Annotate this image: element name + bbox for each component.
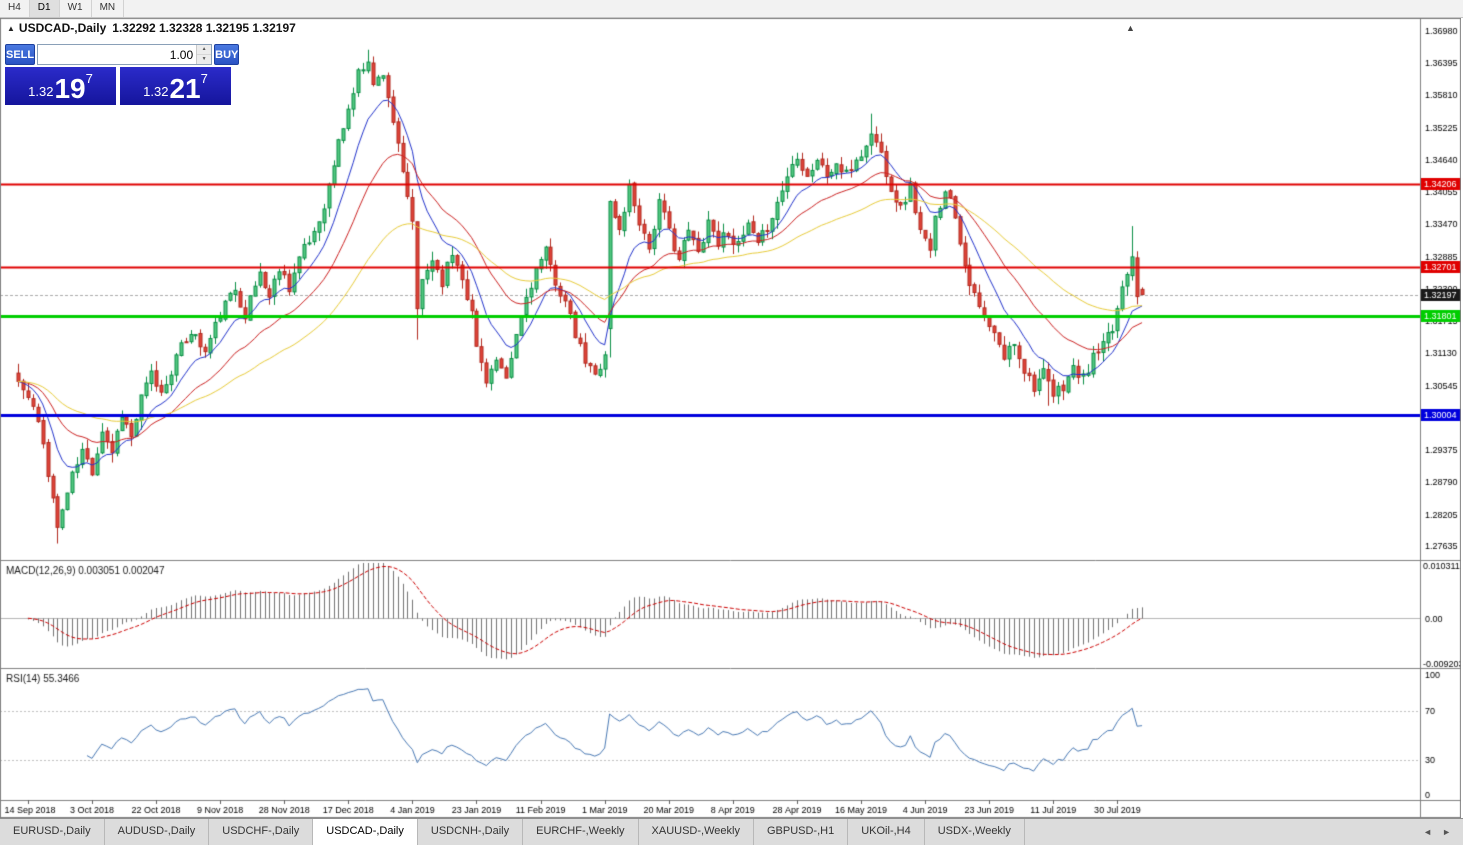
chart-tab-eurusd-daily[interactable]: EURUSD-,Daily	[0, 819, 105, 845]
chart-tabs-bar: EURUSD-,Daily AUDUSD-,Daily USDCHF-,Daily U…	[0, 818, 1463, 845]
chart-tab-xauusd-weekly[interactable]: XAUUSD-,Weekly	[639, 819, 754, 845]
buy-price-display[interactable]: 1.32 21 7	[120, 67, 231, 105]
volume-box: ▲ ▼	[37, 44, 213, 65]
timeframe-button-d1[interactable]: D1	[29, 0, 60, 17]
timeframe-buttons: H4 D1 W1 MN	[0, 0, 125, 17]
chart-tab-ukoil-h4[interactable]: UKOil-,H4	[848, 819, 925, 845]
buy-price-prefix: 1.32	[143, 84, 169, 99]
chart-tab-usdx-weekly[interactable]: USDX-,Weekly	[925, 819, 1025, 845]
chart-ohlc-values: 1.32292 1.32328 1.32195 1.32197	[112, 21, 296, 35]
sell-button[interactable]: SELL	[5, 44, 36, 65]
chart-tab-usdcad-daily[interactable]: USDCAD-,Daily	[313, 819, 418, 845]
buy-price-big-digits: 21	[169, 73, 201, 104]
chart-symbol-label: USDCAD-,Daily	[18, 21, 107, 35]
collapse-triangle-icon[interactable]: ▲	[7, 23, 15, 33]
chart-tab-gbpusd-h1[interactable]: GBPUSD-,H1	[754, 819, 849, 845]
trade-buttons-row: SELL ▲ ▼ BUY	[5, 44, 240, 65]
chart-shift-marker-icon[interactable]: ▲	[1126, 23, 1135, 33]
sell-price-pip-digit: 7	[85, 71, 93, 86]
sell-price-prefix: 1.32	[28, 84, 54, 99]
chart-tabs: EURUSD-,Daily AUDUSD-,Daily USDCHF-,Daily U…	[0, 819, 1025, 845]
buy-button[interactable]: BUY	[214, 44, 240, 65]
chart-canvas[interactable]	[0, 18, 1461, 818]
chart-tab-eurchf-weekly[interactable]: EURCHF-,Weekly	[523, 819, 639, 845]
chart-tab-audusd-daily[interactable]: AUDUSD-,Daily	[105, 819, 210, 845]
buy-price-pip-digit: 7	[200, 71, 208, 86]
tab-scroll-arrows: ◄ ►	[1411, 819, 1463, 845]
timeframe-button-h4[interactable]: H4	[0, 0, 30, 17]
tabs-scroll-left-button[interactable]: ◄	[1423, 827, 1433, 837]
timeframe-button-w1[interactable]: W1	[60, 0, 92, 17]
volume-spinner: ▲ ▼	[196, 45, 212, 64]
volume-decrease-button[interactable]: ▼	[197, 55, 212, 64]
one-click-trading-panel: SELL ▲ ▼ BUY 1.32 19 7 1.32	[5, 44, 240, 105]
tabs-scroll-right-button[interactable]: ►	[1442, 827, 1451, 837]
chart-panel: ▲ USDCAD-,Daily 1.32292 1.32328 1.32195 …	[0, 18, 1463, 818]
volume-increase-button[interactable]: ▲	[197, 45, 212, 55]
trade-prices-row: 1.32 19 7 1.32 21 7	[5, 67, 231, 105]
sell-price-big-digits: 19	[54, 73, 86, 104]
timeframe-button-mn[interactable]: MN	[92, 0, 125, 17]
chart-tab-usdchf-daily[interactable]: USDCHF-,Daily	[209, 819, 314, 845]
volume-input[interactable]	[38, 45, 197, 64]
timeframe-toolbar: H4 D1 W1 MN	[0, 0, 1463, 18]
chart-tab-usdcnh-daily[interactable]: USDCNH-,Daily	[418, 819, 524, 845]
sell-price-display[interactable]: 1.32 19 7	[5, 67, 116, 105]
chart-title: ▲ USDCAD-,Daily 1.32292 1.32328 1.32195 …	[7, 21, 296, 35]
